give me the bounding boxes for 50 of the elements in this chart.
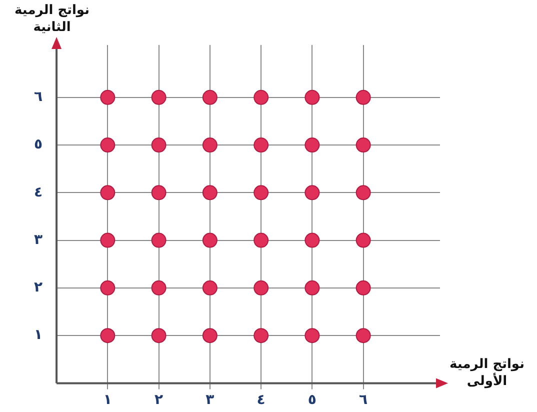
point bbox=[356, 90, 371, 105]
point bbox=[304, 280, 320, 296]
point bbox=[151, 328, 166, 344]
x-tick-label: ٢ bbox=[154, 392, 164, 408]
point bbox=[254, 185, 269, 200]
x-tick-label: ٥ bbox=[308, 392, 316, 408]
point bbox=[202, 90, 218, 105]
y-axis-title: نواتج الرمية الثانية bbox=[14, 2, 90, 36]
y-tick-label: ١ bbox=[34, 327, 43, 344]
x-tick-label: ٣ bbox=[206, 392, 215, 408]
point bbox=[304, 138, 320, 153]
point bbox=[202, 280, 218, 296]
point bbox=[254, 280, 269, 296]
point bbox=[151, 90, 166, 105]
point bbox=[356, 280, 371, 296]
point bbox=[254, 90, 269, 105]
y-tick-label: ٤ bbox=[34, 184, 43, 200]
point bbox=[254, 328, 269, 344]
point bbox=[356, 328, 371, 344]
point bbox=[356, 138, 371, 153]
point bbox=[202, 138, 218, 153]
point bbox=[304, 185, 320, 200]
y-tick-label: ٢ bbox=[34, 280, 43, 296]
point bbox=[100, 232, 116, 248]
point bbox=[254, 138, 269, 153]
x-tick-label: ٦ bbox=[359, 392, 368, 408]
point bbox=[304, 328, 320, 344]
point bbox=[304, 90, 320, 105]
point bbox=[304, 232, 320, 248]
point bbox=[151, 138, 166, 153]
x-axis-title: نواتج الرمية الأولى bbox=[448, 356, 526, 390]
point bbox=[254, 232, 269, 248]
point bbox=[100, 328, 116, 344]
point bbox=[100, 90, 116, 105]
point bbox=[356, 232, 371, 248]
x-tick-label: ٤ bbox=[256, 392, 266, 408]
point bbox=[202, 185, 218, 200]
point bbox=[151, 185, 166, 200]
y-tick-label: ٦ bbox=[34, 89, 43, 106]
point bbox=[100, 185, 116, 200]
point bbox=[100, 138, 116, 153]
point bbox=[151, 232, 166, 248]
x-tick-label: ١ bbox=[103, 392, 112, 408]
y-tick-label: ٥ bbox=[34, 136, 43, 153]
point bbox=[100, 280, 116, 296]
point bbox=[202, 232, 218, 248]
point bbox=[356, 185, 371, 200]
y-tick-label: ٣ bbox=[34, 232, 43, 248]
point bbox=[202, 328, 218, 344]
point bbox=[151, 280, 166, 296]
